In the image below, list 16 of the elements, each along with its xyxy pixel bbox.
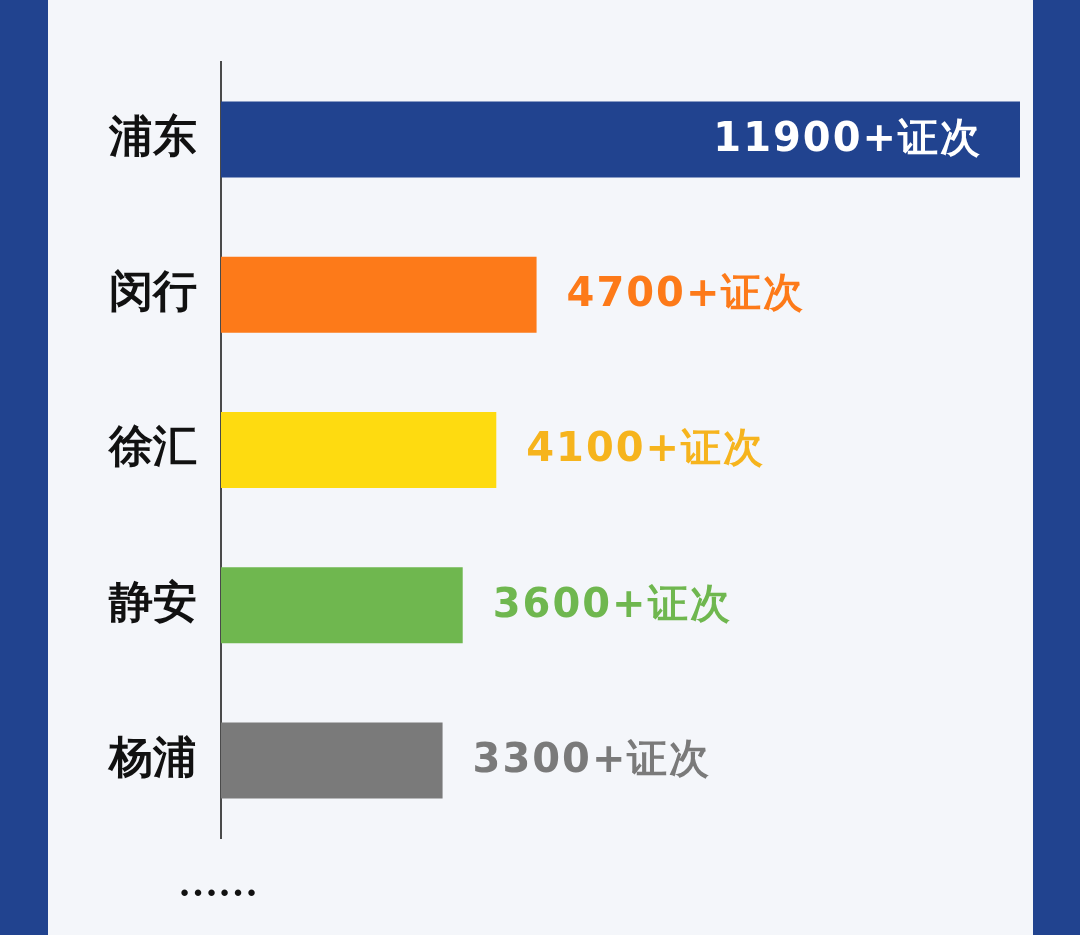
bar [221, 567, 463, 644]
bar [221, 101, 1020, 178]
data-label: 11900+证次 [713, 113, 982, 160]
data-label: 4100+证次 [526, 424, 766, 471]
y-tick-label: 闵行 [109, 265, 197, 317]
data-label: 4700+证次 [566, 269, 806, 316]
y-tick-label: 浦东 [108, 110, 197, 162]
y-tick-label: 杨浦 [107, 730, 197, 782]
text: …… [178, 860, 258, 905]
bar [221, 256, 537, 333]
y-tick-label: 静安 [108, 575, 197, 627]
bar [221, 411, 497, 489]
data-label: 3300+证次 [472, 734, 712, 781]
bar [221, 722, 443, 799]
y-tick-label: 徐汇 [107, 420, 197, 472]
data-label: 3600+证次 [492, 579, 732, 626]
